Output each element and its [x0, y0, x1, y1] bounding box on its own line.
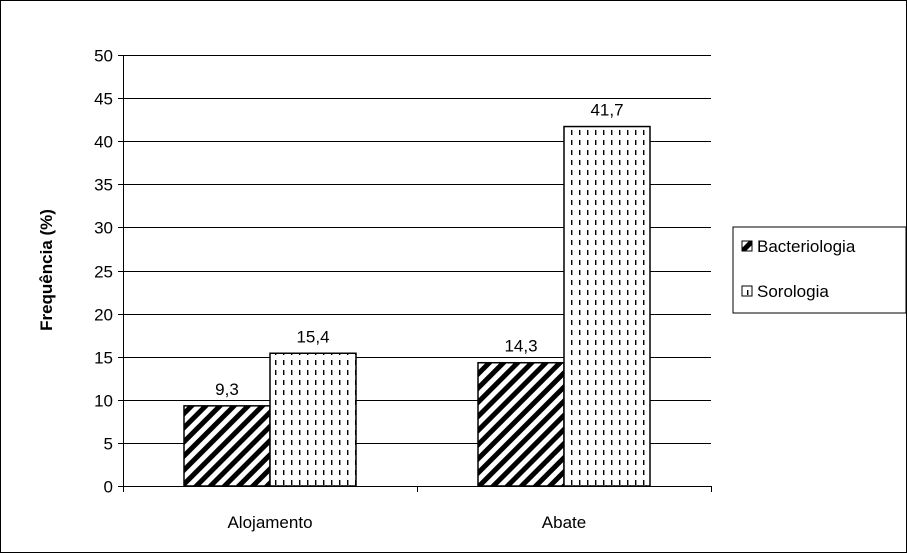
y-tick-label: 10 — [94, 392, 113, 411]
y-tick-label: 35 — [94, 176, 113, 195]
y-tick-label: 40 — [94, 133, 113, 152]
data-label: 41,7 — [590, 101, 623, 120]
x-category-label: Alojamento — [227, 513, 312, 532]
legend-box — [732, 226, 907, 314]
bar-sorologia-alojamento — [269, 352, 357, 487]
data-label: 14,3 — [504, 337, 537, 356]
y-tick-label: 15 — [94, 349, 113, 368]
y-tick-label: 20 — [94, 306, 113, 325]
y-axis-label: Frequência (%) — [37, 209, 56, 331]
y-tick-label: 25 — [94, 263, 113, 282]
y-tick-label: 50 — [94, 47, 113, 66]
data-label: 9,3 — [215, 380, 239, 399]
data-labels: 9,3 15,4 14,3 41,7 — [215, 101, 623, 399]
legend-label-bacteriologia: Bacteriologia — [757, 237, 856, 256]
legend: Bacteriologia Sorologia — [732, 226, 907, 314]
bar-bacteriologia-alojamento — [183, 405, 271, 487]
legend-swatch-bacteriologia — [741, 240, 753, 252]
y-tick-label: 5 — [104, 435, 113, 454]
bar-bacteriologia-abate — [477, 361, 565, 487]
legend-label-sorologia: Sorologia — [757, 282, 829, 301]
y-tick-label: 30 — [94, 219, 113, 238]
axes: 0 5 10 15 20 25 30 35 40 45 50 Alojamento Abate — [94, 47, 712, 532]
bar-sorologia-abate — [563, 125, 651, 487]
y-tick-label: 0 — [104, 478, 113, 497]
x-category-label: Abate — [542, 513, 586, 532]
y-tick-label: 45 — [94, 90, 113, 109]
bars — [183, 125, 651, 487]
legend-swatch-sorologia — [741, 285, 753, 297]
data-label: 15,4 — [296, 327, 329, 346]
